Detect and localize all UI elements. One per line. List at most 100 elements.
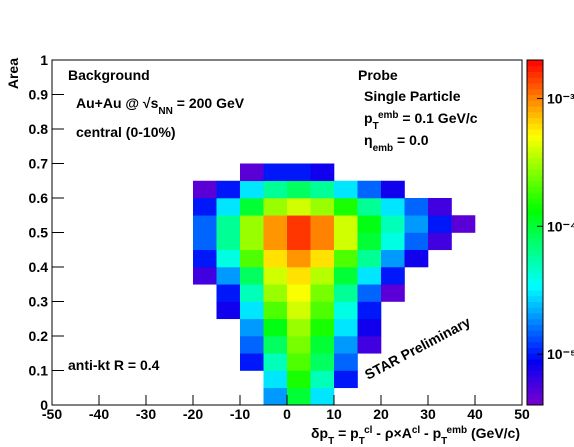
heatmap-cell: [404, 249, 429, 268]
z-tick-label: 10⁻³: [547, 90, 574, 106]
heatmap-cell: [287, 284, 311, 302]
heatmap-cell: [193, 249, 217, 268]
heatmap-cell: [263, 198, 288, 216]
colorbar-segment: [527, 301, 543, 308]
annotation-part: Background: [68, 67, 150, 83]
heatmap-cell: [216, 232, 241, 251]
heatmap-cell: [240, 336, 264, 354]
x-axis-label-part: cl: [412, 425, 421, 436]
heatmap-cell: [240, 198, 264, 216]
heatmap-cell: [334, 284, 358, 302]
colorbar-segment: [527, 336, 543, 343]
y-tick-label: 1: [40, 52, 48, 68]
heatmap-cell: [310, 232, 335, 251]
heatmap-cell: [381, 180, 405, 199]
annotation: pTemb = 0.1 GeV/c: [364, 110, 478, 132]
heatmap-cell: [263, 215, 288, 233]
heatmap-cell: [240, 301, 264, 320]
heatmap-cell: [263, 301, 288, 320]
heatmap-cell: [334, 180, 358, 199]
colorbar-segment: [527, 244, 543, 251]
heatmap-cell: [216, 198, 241, 216]
heatmap-cell: [381, 249, 405, 268]
heatmap-cell: [428, 232, 452, 251]
x-axis-label-part: emb: [447, 425, 468, 436]
colorbar-segment: [527, 71, 543, 78]
y-tick-label: 0.9: [29, 87, 49, 103]
heatmap-cell: [240, 232, 264, 251]
heatmap-cell: [357, 232, 382, 251]
x-axis-label-part: T: [359, 436, 365, 447]
heatmap-cell: [334, 232, 358, 251]
annotation-part: T: [373, 121, 379, 132]
heatmap-cell: [357, 180, 382, 199]
x-tick-label: -10: [230, 406, 250, 422]
colorbar-segment: [527, 370, 543, 377]
x-tick-label: -40: [89, 406, 109, 422]
colorbar-segment: [527, 376, 543, 383]
colorbar-segment: [527, 106, 543, 113]
heatmap-cell: [310, 318, 335, 337]
heatmap-cell: [287, 215, 311, 233]
annotation-part: η: [364, 132, 373, 148]
x-tick-label: 0: [283, 406, 291, 422]
heatmap-cell: [287, 232, 311, 251]
colorbar-segment: [527, 117, 543, 124]
colorbar-segment: [527, 209, 543, 216]
colorbar-segment: [527, 65, 543, 72]
x-axis-label-part: T: [441, 436, 447, 447]
heatmap-cell: [357, 249, 382, 268]
heatmap-cell: [287, 336, 311, 354]
colorbar-segment: [527, 152, 543, 159]
heatmap-cell: [334, 318, 358, 337]
colorbar-segment: [527, 347, 543, 354]
colorbar-segment: [527, 226, 543, 233]
colorbar-segment: [527, 215, 543, 222]
colorbar-segment: [527, 83, 543, 90]
heatmap-cell: [404, 232, 429, 251]
heatmap-cell: [357, 301, 382, 320]
heatmap-cell: [193, 232, 217, 251]
heatmap-cell: [334, 370, 358, 389]
heatmap-cell: [357, 267, 382, 285]
heatmap-cell: [240, 215, 264, 233]
heatmap-cell: [428, 198, 452, 216]
colorbar-segment: [527, 261, 543, 268]
colorbar-segment: [527, 255, 543, 262]
heatmap-cell: [287, 249, 311, 268]
heatmap-cell: [240, 318, 264, 337]
y-tick-label: 0.2: [29, 328, 49, 344]
heatmap-cell: [193, 215, 217, 233]
heatmap-cell: [357, 284, 382, 302]
heatmap-cell: [263, 267, 288, 285]
heatmap-cell: [428, 215, 452, 233]
annotation-part: Single Particle: [364, 88, 461, 104]
x-tick-label: 40: [467, 406, 483, 422]
x-axis-label-part: cl: [364, 425, 373, 436]
colorbar-segment: [527, 249, 543, 256]
colorbar-segment: [527, 129, 543, 136]
heatmap-cell: [287, 198, 311, 216]
heatmap-cell: [287, 387, 311, 406]
colorbar-segment: [527, 94, 543, 101]
colorbar-segment: [527, 238, 543, 245]
colorbar-segment: [527, 186, 543, 193]
heatmap-cell: [216, 284, 241, 302]
heatmap-cell: [287, 370, 311, 389]
colorbar-segment: [527, 267, 543, 274]
annotation: Au+Au @ √sNN = 200 GeV: [76, 95, 245, 117]
heatmap-cell: [287, 353, 311, 371]
annotation-part: Au+Au @ √: [76, 95, 151, 111]
heatmap-cell: [216, 215, 241, 233]
heatmap-cell: [310, 198, 335, 216]
heatmap-cell: [240, 180, 264, 199]
annotation-part: = 0.0: [393, 132, 429, 148]
annotation: Single Particle: [364, 88, 461, 104]
x-tick-label: 10: [326, 406, 342, 422]
heatmap-cell: [334, 267, 358, 285]
annotation: anti-kt R = 0.4: [68, 357, 160, 373]
heatmap-cell: [287, 163, 311, 182]
heatmap-cell: [310, 353, 335, 371]
annotation-part: emb: [378, 110, 399, 121]
x-tick-label: -20: [183, 406, 203, 422]
